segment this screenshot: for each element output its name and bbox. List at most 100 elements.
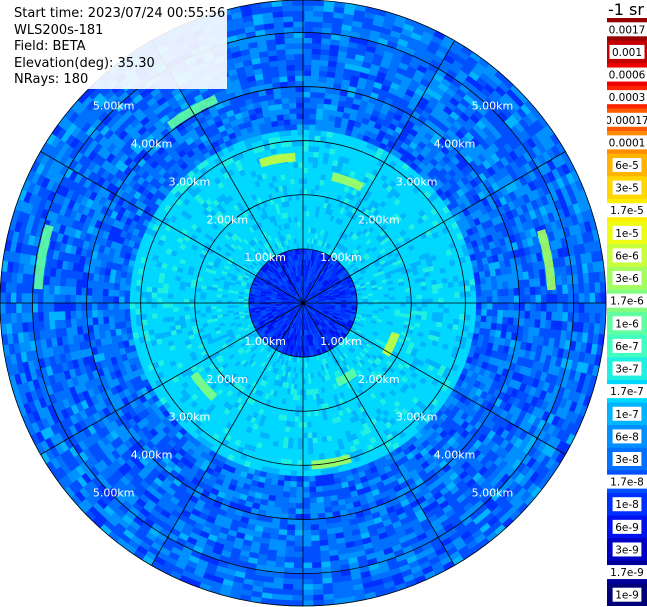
range-gate bbox=[313, 300, 320, 302]
range-gate bbox=[388, 290, 395, 295]
range-gate bbox=[520, 103, 533, 117]
range-gate bbox=[304, 270, 307, 277]
range-gate bbox=[486, 303, 493, 311]
range-gate bbox=[578, 303, 585, 315]
range-gate bbox=[321, 119, 330, 127]
range-gate bbox=[303, 5, 315, 12]
range-gate bbox=[377, 94, 388, 103]
range-gate bbox=[399, 33, 412, 43]
range-gate bbox=[395, 43, 408, 53]
range-gate bbox=[307, 270, 310, 277]
range-gate bbox=[377, 288, 384, 293]
range-gate bbox=[312, 37, 323, 45]
range-gate bbox=[475, 238, 484, 248]
range-gate bbox=[364, 230, 372, 238]
range-gate bbox=[582, 272, 590, 285]
range-gate bbox=[446, 276, 454, 284]
range-gate bbox=[398, 61, 410, 72]
range-gate bbox=[416, 306, 423, 312]
range-gate bbox=[303, 124, 311, 130]
range-gate bbox=[354, 53, 366, 62]
range-gate bbox=[332, 286, 338, 290]
range-gate bbox=[372, 269, 379, 275]
range-gate bbox=[342, 271, 349, 276]
range-gate bbox=[427, 307, 434, 313]
range-gate bbox=[448, 292, 455, 299]
range-gate bbox=[356, 263, 364, 269]
range-gate bbox=[326, 249, 332, 256]
range-gate bbox=[304, 243, 308, 250]
range-gate bbox=[505, 266, 513, 276]
range-gate bbox=[359, 267, 366, 273]
range-gate bbox=[337, 285, 344, 289]
range-gate bbox=[308, 282, 311, 288]
range-gate bbox=[410, 306, 417, 312]
range-gate bbox=[551, 168, 562, 181]
range-gate bbox=[312, 260, 316, 267]
range-gate bbox=[346, 229, 352, 236]
range-gate bbox=[332, 132, 340, 140]
range-gate bbox=[336, 271, 342, 277]
range-gate bbox=[312, 26, 324, 34]
range-gate bbox=[314, 255, 319, 262]
range-gate bbox=[309, 282, 313, 289]
range-gate bbox=[383, 305, 390, 310]
range-gate bbox=[500, 267, 508, 277]
range-gate bbox=[313, 151, 320, 158]
range-gate bbox=[547, 212, 556, 225]
range-gate bbox=[303, 221, 307, 228]
range-gate bbox=[553, 257, 561, 269]
range-gate bbox=[362, 252, 370, 259]
range-gate bbox=[355, 272, 362, 278]
range-gate bbox=[465, 261, 473, 269]
range-gate bbox=[328, 55, 339, 63]
range-gate bbox=[327, 60, 339, 68]
range-gate bbox=[334, 254, 341, 261]
range-gate bbox=[309, 290, 315, 295]
range-gate bbox=[480, 283, 487, 292]
range-gate bbox=[329, 295, 336, 298]
range-gate bbox=[454, 303, 461, 310]
range-gate bbox=[599, 313, 607, 326]
range-gate bbox=[335, 262, 341, 269]
range-gate bbox=[331, 266, 338, 273]
range-gate bbox=[459, 286, 466, 293]
range-gate bbox=[319, 179, 326, 186]
range-gate bbox=[304, 292, 306, 298]
range-gate bbox=[317, 294, 324, 297]
range-gate bbox=[313, 140, 321, 148]
range-gate bbox=[318, 294, 324, 298]
range-gate bbox=[311, 578, 323, 585]
range-gate bbox=[318, 184, 325, 192]
range-gate bbox=[313, 272, 317, 279]
range-gate bbox=[332, 287, 339, 291]
range-gate bbox=[312, 205, 318, 212]
range-gate bbox=[367, 241, 374, 248]
range-gate bbox=[468, 272, 475, 281]
range-gate bbox=[426, 289, 433, 295]
range-gate bbox=[421, 289, 428, 296]
range-gate bbox=[349, 288, 356, 292]
range-gate bbox=[389, 309, 396, 314]
range-gate bbox=[342, 112, 352, 120]
range-gate bbox=[337, 250, 344, 257]
range-gate bbox=[349, 286, 356, 290]
range-gate bbox=[508, 310, 515, 319]
range-gate bbox=[334, 278, 341, 284]
range-gate bbox=[338, 45, 350, 53]
range-gate bbox=[538, 269, 546, 280]
range-gate bbox=[324, 141, 333, 149]
range-gate bbox=[495, 275, 503, 284]
range-gate bbox=[522, 271, 530, 281]
range-gate bbox=[303, 172, 309, 179]
range-gate bbox=[360, 285, 367, 289]
range-gate bbox=[350, 75, 361, 83]
range-gate bbox=[350, 25, 363, 34]
range-gate bbox=[304, 281, 306, 287]
range-gate bbox=[340, 84, 351, 92]
range-gate bbox=[455, 263, 463, 272]
range-gate bbox=[540, 139, 552, 153]
range-gate bbox=[307, 287, 311, 294]
range-gate bbox=[378, 294, 385, 299]
range-gate bbox=[451, 40, 466, 52]
